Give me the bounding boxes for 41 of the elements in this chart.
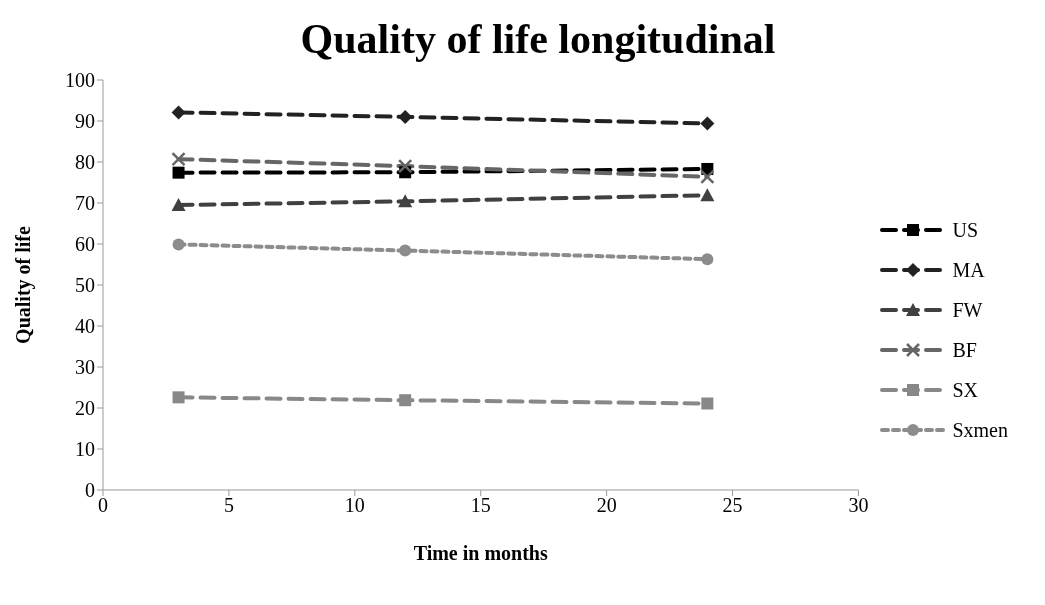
y-axis-title: Quality of life: [12, 226, 36, 344]
point: [397, 158, 413, 174]
point: [700, 116, 715, 131]
x-tick-label: 20: [596, 494, 617, 517]
chart-title: Quality of life longitudinal: [299, 15, 777, 64]
point: [172, 391, 185, 404]
legend-label: SX: [952, 378, 979, 402]
legend-label: Sxmen: [952, 418, 1008, 442]
x-tick-label: 30: [848, 494, 869, 517]
y-tick-label: 40: [75, 315, 95, 338]
x-tick-label: 5: [223, 494, 234, 517]
point: [171, 151, 186, 167]
y-tick-label: 30: [75, 356, 95, 379]
point: [399, 394, 412, 407]
x-tick-label: 25: [722, 494, 743, 517]
y-tick-label: 90: [75, 110, 95, 133]
y-tick-label: 50: [75, 274, 95, 297]
point: [172, 166, 185, 179]
y-tick-label: 60: [75, 233, 95, 256]
legend-label: FW: [952, 298, 983, 322]
point: [700, 169, 715, 185]
point: [398, 194, 413, 208]
y-tick-label: 70: [75, 192, 95, 215]
point: [172, 238, 185, 251]
legend-label: BF: [952, 338, 977, 362]
point: [701, 397, 714, 410]
y-tick-label: 0: [85, 479, 95, 502]
legend-label: MA: [952, 258, 985, 282]
x-tick-label: 10: [344, 494, 365, 517]
x-tick-label: 15: [470, 494, 491, 517]
y-tick-label: 80: [75, 151, 95, 174]
point: [171, 105, 186, 120]
x-axis-title: Time in months: [413, 542, 548, 564]
point: [399, 244, 412, 257]
point: [171, 198, 186, 212]
point: [701, 253, 714, 266]
y-tick-label: 20: [75, 397, 95, 420]
legend-label: US: [952, 218, 979, 242]
y-tick-label: 10: [75, 438, 95, 461]
y-tick-label: 100: [65, 69, 95, 92]
point: [700, 188, 715, 202]
